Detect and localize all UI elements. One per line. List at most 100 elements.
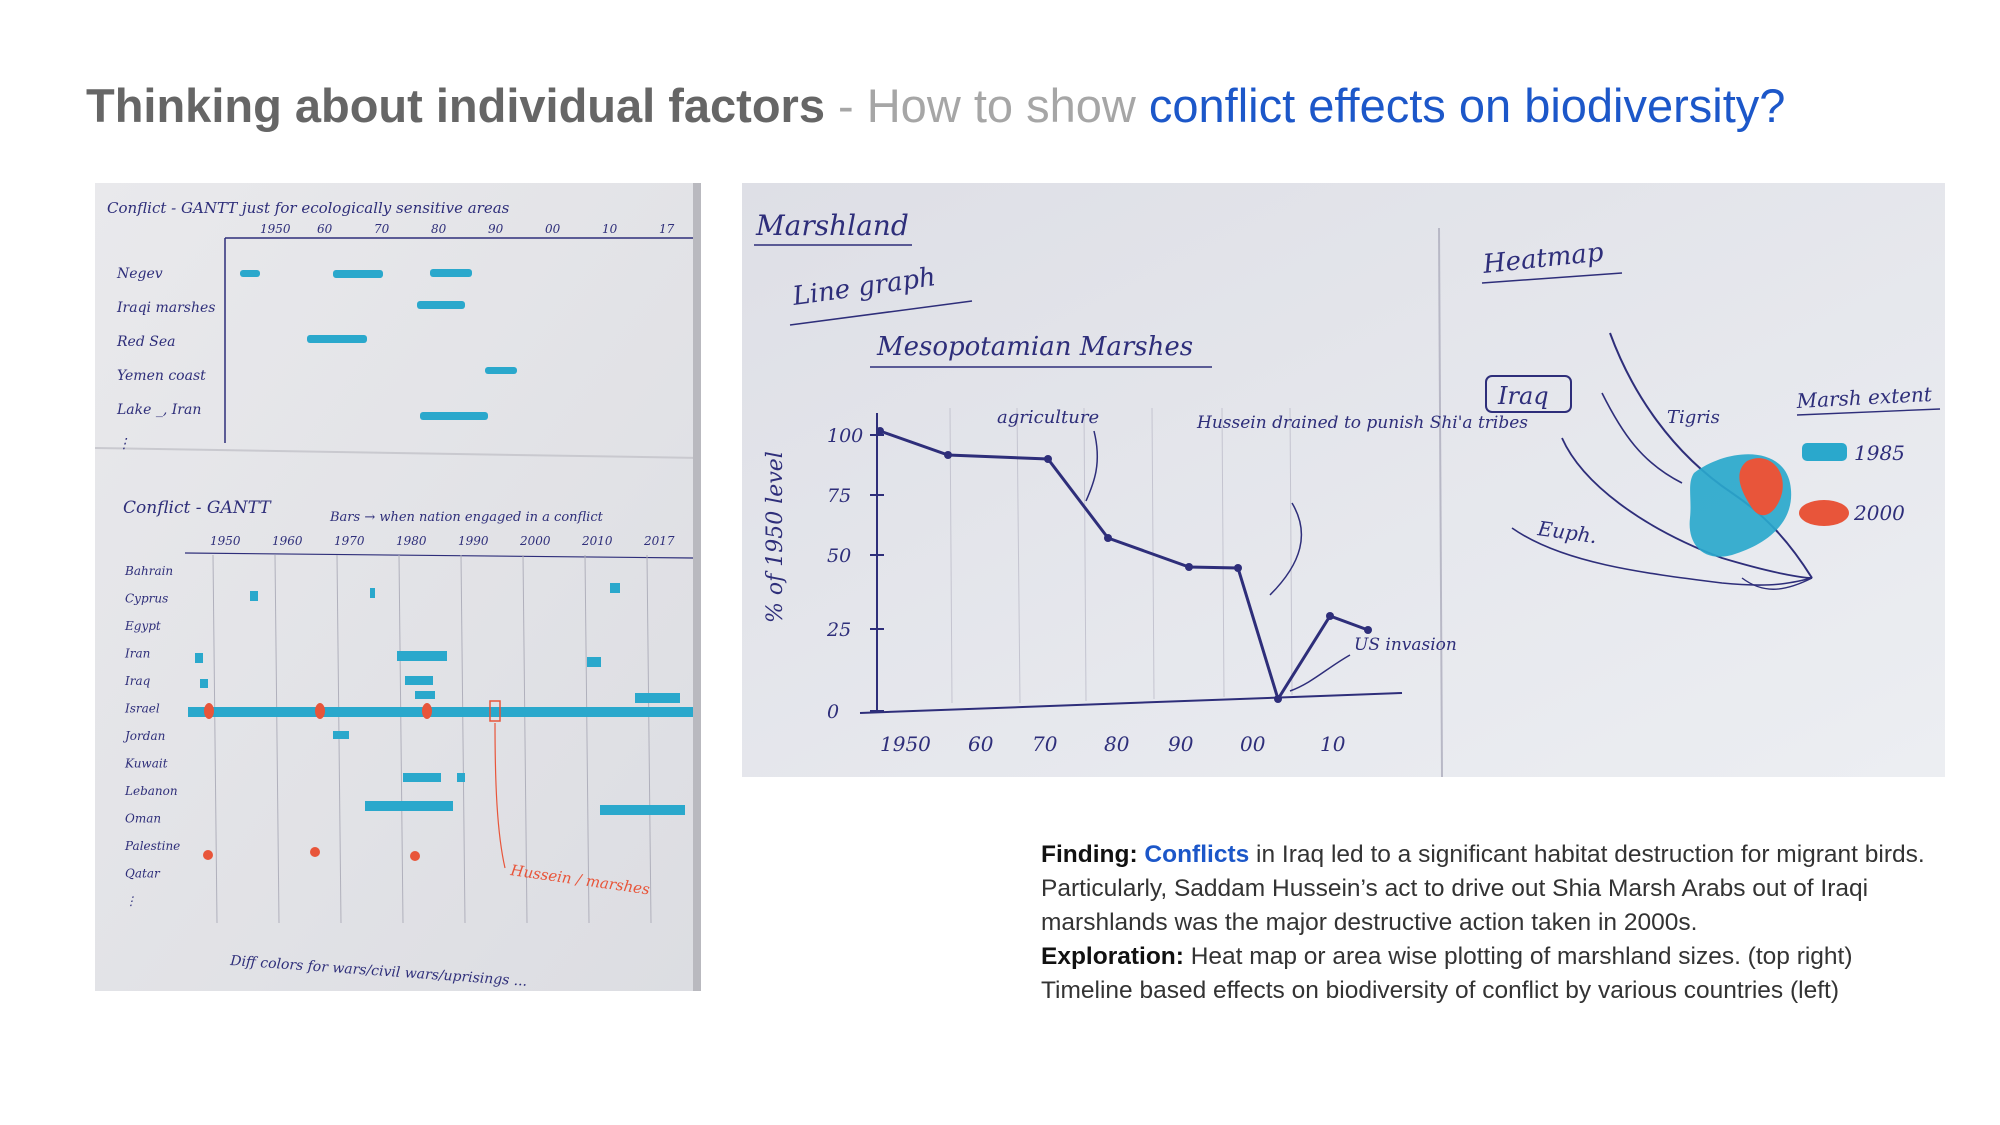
gantt1-year-tick: 90 xyxy=(488,222,504,236)
gantt2-bar xyxy=(250,591,258,601)
gantt2-bar xyxy=(365,801,453,811)
gantt1-year-tick: 1950 xyxy=(260,222,291,236)
finding-label: Finding: xyxy=(1041,841,1138,868)
gantt2-heading: Conflict - GANTT xyxy=(123,498,272,518)
annotation-us-invasion: US invasion xyxy=(1354,635,1457,655)
line-graph-y-tick: 75 xyxy=(827,485,851,507)
exploration-label: Exploration: xyxy=(1041,943,1184,970)
gantt2-row-label: Oman xyxy=(125,812,161,826)
gantt2-row-label: Kuwait xyxy=(124,757,168,771)
line-graph-x-tick: 60 xyxy=(968,732,994,756)
gantt1-bar xyxy=(240,270,260,277)
gantt2-year-tick: 1960 xyxy=(272,534,303,548)
line-graph-x-tick: 1950 xyxy=(880,732,931,756)
gantt1-year-tick: 00 xyxy=(545,222,561,236)
line-graph-y-tick: 25 xyxy=(826,619,851,641)
gantt2-grid-line xyxy=(398,554,404,924)
gantt2-bar xyxy=(610,583,620,593)
legend-swatch-2000 xyxy=(1799,500,1849,526)
gantt1-year-tick: 10 xyxy=(602,222,618,236)
annotation-hussein: Hussein drained to punish Shi'a tribes xyxy=(1196,413,1528,433)
gantt2-year-tick: 2010 xyxy=(581,534,613,548)
gantt1-row-label: Iraqi marshes xyxy=(116,300,215,316)
line-graph-x-tick: 10 xyxy=(1320,732,1346,756)
gantt2-bar xyxy=(200,679,208,688)
line-graph-x-tick: 80 xyxy=(1104,732,1130,756)
slide-title: Thinking about individual factors - How … xyxy=(86,78,1785,134)
gantt2-year-tick: 2017 xyxy=(643,534,675,548)
line-graph-x-tick: 00 xyxy=(1240,732,1266,756)
gantt1-row-label: Red Sea xyxy=(116,334,175,350)
exploration-text: Heat map or area wise plotting of marshl… xyxy=(1041,943,1853,1004)
map-label-iraq: Iraq xyxy=(1497,382,1549,410)
gantt2-event-dot xyxy=(203,850,213,860)
gantt2-row-label: Israel xyxy=(124,702,160,716)
gantt1-row-label: Negev xyxy=(116,266,163,282)
gantt2-row-label: ⋮ xyxy=(125,894,137,908)
gantt2-event-dot xyxy=(204,703,214,719)
gantt2-grid-line xyxy=(212,554,218,924)
gantt1-bar xyxy=(430,269,472,277)
gantt2-row-label: Iraq xyxy=(124,674,151,688)
line-graph-x-ticks: 1950 60 70 80 90 00 10 xyxy=(880,732,1346,756)
gantt1-year-axis: 1950 60 70 80 90 00 10 17 xyxy=(260,222,675,236)
gantt2-bar xyxy=(397,651,447,661)
line-graph-y-ticks: 100 75 50 25 0 xyxy=(826,425,884,723)
gantt1-bar xyxy=(420,412,488,420)
gantt2-grid-line xyxy=(460,554,466,924)
gantt2-row-label: Bahrain xyxy=(124,564,173,578)
gantt2-event-dot xyxy=(410,851,420,861)
gantt2-bar xyxy=(195,653,203,663)
line-graph-x-tick: 70 xyxy=(1032,732,1058,756)
marshland-heading: Marshland xyxy=(755,209,909,242)
line-graph-ylabel: % of 1950 level xyxy=(763,451,788,623)
gantt1-row-label: Lake _, Iran xyxy=(116,402,201,418)
gantt2-row-label: Egypt xyxy=(124,619,161,633)
gantt2-row-label: Qatar xyxy=(125,867,161,881)
legend-label-1985: 1985 xyxy=(1854,441,1905,465)
gantt2-year-tick: 2000 xyxy=(519,534,551,548)
gantt2-event-dot xyxy=(422,703,432,719)
gantt2-bar xyxy=(370,588,375,598)
gantt1-row-label: Yemen coast xyxy=(117,368,206,384)
gantt2-grid-line xyxy=(522,554,528,924)
marshland-sketch-photo: Marshland Line graph Mesopotamian Marshe… xyxy=(742,183,1945,777)
gantt2-grid-line xyxy=(646,554,652,924)
finding-conflicts-word: Conflicts xyxy=(1144,841,1250,868)
finding-text: in Iraq led to a significant habitat des… xyxy=(1041,841,1925,936)
gantt2-grid-line xyxy=(584,554,590,924)
gantt2-grid-line xyxy=(274,554,280,924)
gantt2-bar xyxy=(405,676,433,685)
annotation-agriculture: agriculture xyxy=(997,407,1099,428)
gantt1-year-tick: 17 xyxy=(659,222,675,236)
gantt2-event-dot xyxy=(315,703,325,719)
gantt1-heading: Conflict - GANTT just for ecologically s… xyxy=(107,199,510,217)
river-tigris: Tigris xyxy=(1667,407,1720,428)
line-graph-x-tick: 90 xyxy=(1168,732,1194,756)
legend-swatch-1985 xyxy=(1802,443,1847,461)
gantt2-row-label: Iran xyxy=(124,647,150,661)
gantt2-year-axis: 1950 1960 1970 1980 1990 2000 2010 2017 xyxy=(210,534,675,548)
gantt1-row-label: ⋮ xyxy=(117,436,131,452)
title-accent: conflict effects on biodiversity? xyxy=(1148,79,1786,132)
title-bold: Thinking about individual factors xyxy=(86,79,825,132)
gantt2-bar xyxy=(403,773,441,782)
gantt1-year-tick: 80 xyxy=(431,222,447,236)
gantt2-year-tick: 1990 xyxy=(458,534,489,548)
gantt1-rows: Negev Iraqi marshes Red Sea Yemen coast Lake… xyxy=(116,266,215,452)
line-graph-y-tick: 0 xyxy=(827,701,839,723)
gantt2-bar xyxy=(635,693,680,703)
title-light: - How to show xyxy=(824,79,1149,132)
gantt1-year-tick: 60 xyxy=(317,222,333,236)
gantt2-bar-israel xyxy=(188,707,693,717)
line-graph-y-tick: 50 xyxy=(827,545,851,567)
gantt2-bar xyxy=(587,657,601,667)
marsh-extent-2000 xyxy=(1739,458,1783,516)
gantt2-row-label: Lebanon xyxy=(124,784,178,798)
gantt2-year-tick: 1950 xyxy=(210,534,241,548)
gantt2-rows: Bahrain Cyprus Egypt Iran Iraq Israel Jordan Ku… xyxy=(122,554,652,924)
gantt2-year-tick: 1980 xyxy=(396,534,427,548)
gantt1-bar xyxy=(333,270,383,278)
legend-label-2000: 2000 xyxy=(1853,501,1905,525)
gantt-sketch-photo: Conflict - GANTT just for ecologically s… xyxy=(95,183,701,991)
